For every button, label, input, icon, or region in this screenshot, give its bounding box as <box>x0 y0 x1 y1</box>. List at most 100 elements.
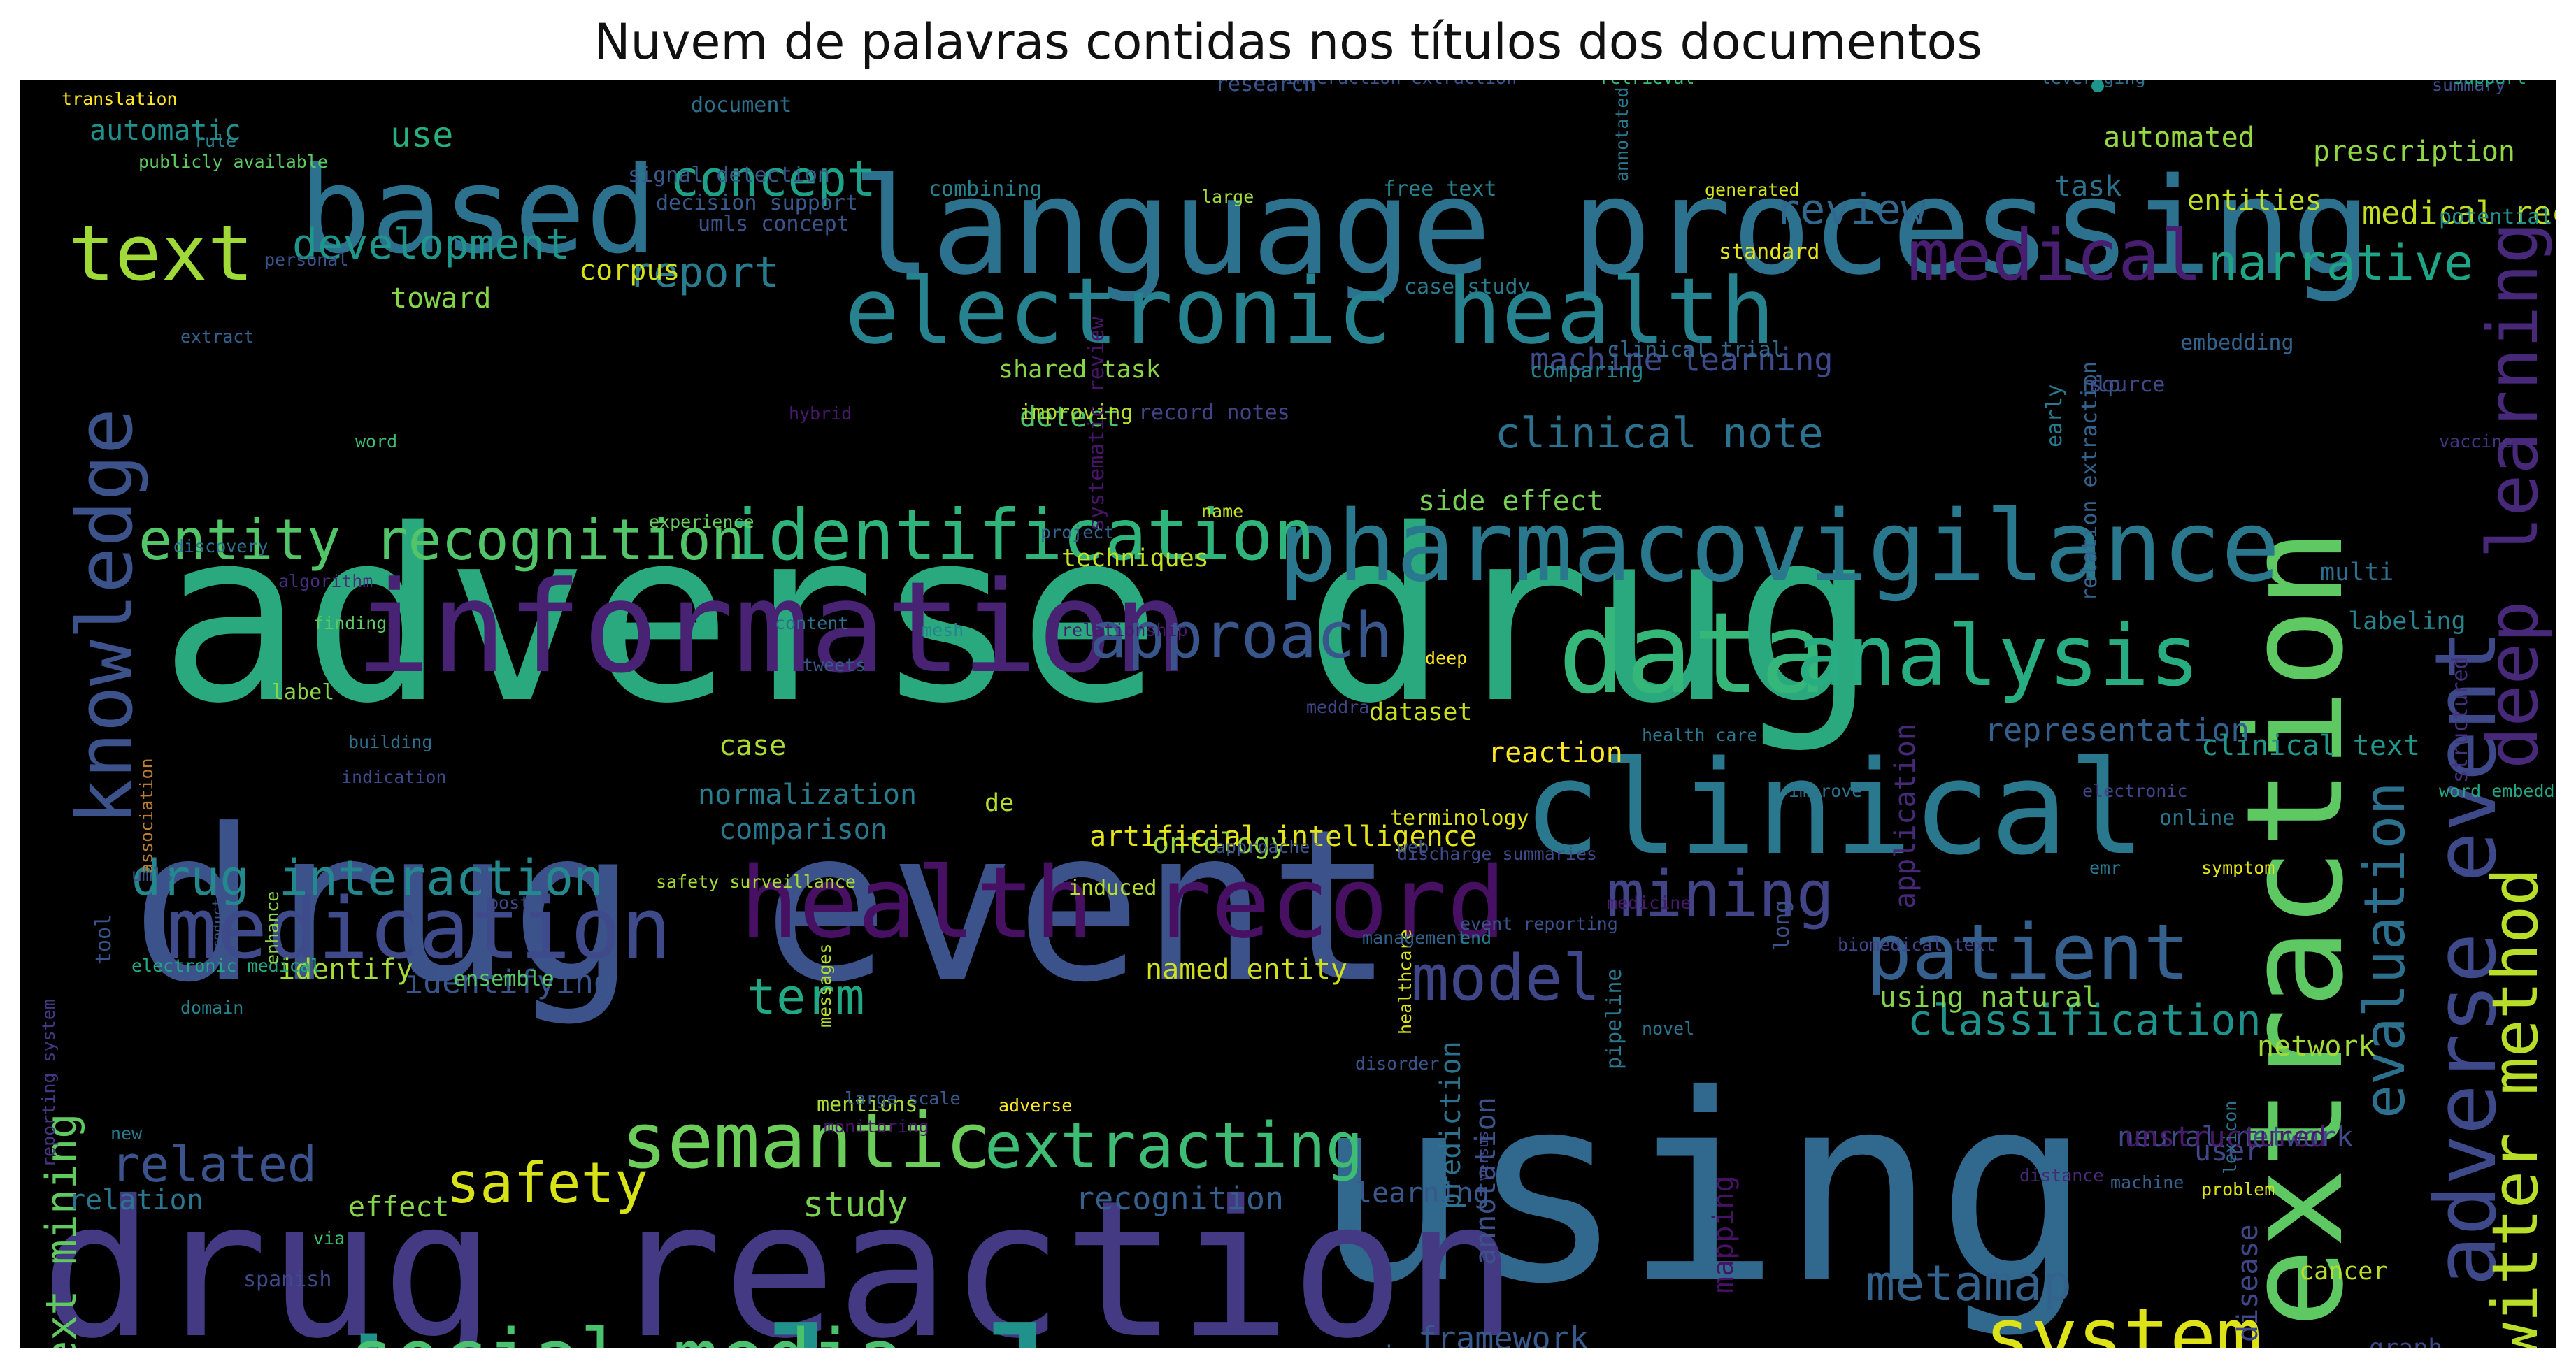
word-narrative: narrative <box>2208 234 2473 291</box>
chart-title: Nuvem de palavras contidas nos títulos d… <box>594 13 1982 71</box>
word-report: report <box>628 248 780 297</box>
cloud-background <box>20 80 2556 1348</box>
word-signal-detection: signal detection <box>628 163 830 187</box>
word-healthcare: healthcare <box>1395 929 1415 1035</box>
word-pipeline: pipeline <box>1602 969 1626 1070</box>
word-messages: messages <box>815 944 835 1028</box>
word-ontology: ontology <box>1152 828 1287 860</box>
word-retrieval: retrieval <box>1600 80 1694 88</box>
word-neural-network: neural network <box>2117 1121 2353 1153</box>
word-meddra: meddra <box>1306 697 1369 717</box>
word-based: based <box>299 142 657 280</box>
word-study: study <box>803 1184 908 1225</box>
word-drug-interaction: drug interaction <box>131 849 603 907</box>
word-techniques: techniques <box>1061 545 1209 573</box>
word-detect: detect <box>1019 401 1121 433</box>
word-monitoring: monitoring <box>824 1116 929 1137</box>
word-clinical-trial: clinical trial <box>1607 338 1784 362</box>
word-deep-learning: deep learning <box>2472 222 2554 769</box>
word-metamap: metamap <box>1866 1255 2072 1312</box>
word-tool: tool <box>92 914 116 965</box>
word-problem: problem <box>2201 1179 2275 1200</box>
word-using-natural: using natural <box>1880 981 2098 1014</box>
word-extracting: extracting <box>985 1109 1364 1183</box>
word-prediction: prediction <box>1435 1041 1467 1209</box>
word-identifying: identifying <box>404 963 613 1000</box>
word-mesh: mesh <box>922 620 964 640</box>
word-use: use <box>390 115 453 155</box>
word-end: end <box>1460 928 1491 948</box>
word-document: document <box>691 93 792 117</box>
word-research: research <box>1215 80 1317 96</box>
word-online: online <box>2159 806 2235 830</box>
word-enhance: enhance <box>262 891 282 965</box>
word-rule: rule <box>194 131 236 151</box>
word-post: post <box>488 893 530 913</box>
word-building: building <box>348 732 432 752</box>
word-case-study: case study <box>1404 275 1531 299</box>
word-entity-recognition: entity recognition <box>138 507 745 573</box>
word-experience: experience <box>649 512 754 532</box>
word-new: new <box>110 1123 143 1144</box>
word-project: project <box>1040 522 1114 542</box>
word-finding: finding <box>313 613 387 633</box>
word-evaluation: evaluation <box>2352 782 2417 1118</box>
word-publicly-available: publicly available <box>138 152 328 172</box>
word-concept: concept <box>670 150 876 208</box>
word-using: using <box>1313 1040 2092 1341</box>
word-standard: standard <box>1719 240 1820 264</box>
word-clinical-note: clinical note <box>1495 409 1824 458</box>
word-disease: disease <box>2232 1224 2264 1342</box>
word-adverse-drug: adverse drug <box>159 479 1877 756</box>
word-approaches: approaches <box>1215 837 1321 857</box>
word-comparison: comparison <box>719 814 887 846</box>
word-language-processing: language processing <box>852 150 2371 304</box>
word-knowledge: knowledge <box>60 408 150 825</box>
word-combining: combining <box>929 177 1043 201</box>
word-task: task <box>2054 171 2121 203</box>
word-recognition: recognition <box>1075 1180 1284 1217</box>
word-machine: machine <box>2110 1172 2184 1193</box>
word-algorithm: algorithm <box>278 571 373 591</box>
word-improve: improve <box>1789 781 1862 801</box>
word-health-record: health record <box>740 847 1506 960</box>
word-labeling: labeling <box>2348 607 2466 635</box>
word-indication: indication <box>341 767 447 787</box>
word-unstructured: unstructured <box>2124 1121 2326 1153</box>
word-semantic: semantic <box>621 1096 992 1186</box>
word-effect: effect <box>348 1191 450 1223</box>
word-prescription: prescription <box>2313 136 2515 168</box>
word-nlp: nlp <box>2082 373 2120 397</box>
word-word: word <box>355 431 397 452</box>
word-twitter-method: twitter method <box>2479 867 2552 1348</box>
word-relation-extraction: relation extraction <box>2077 361 2102 601</box>
word-novel: novel <box>1642 1018 1694 1039</box>
word-management: management <box>1362 928 1468 948</box>
word-generated: generated <box>1705 180 1799 200</box>
word-decision-support: decision support <box>656 191 858 215</box>
word-case: case <box>719 730 786 762</box>
word-deep: deep <box>1425 648 1467 668</box>
word-graph: graph <box>2369 1334 2442 1348</box>
word-domain: domain <box>180 998 243 1018</box>
word-improving: improving <box>1019 401 1133 425</box>
word-web: web <box>1397 837 1429 857</box>
word-free-text: free text <box>1383 177 1497 201</box>
word-clinical-text: clinical text <box>2201 730 2420 762</box>
word-summary: summary <box>2432 80 2505 95</box>
word-extraction: extraction <box>2218 528 2373 1328</box>
word-symptom: symptom <box>2201 858 2275 878</box>
word-adverse-event: adverse event <box>2418 630 2515 1286</box>
word-embedding: embedding <box>2180 331 2294 355</box>
word-application: application <box>1889 723 1922 909</box>
word-medical: medical <box>1908 215 2202 296</box>
word-review: review <box>1775 185 1927 234</box>
word-relation: relation <box>69 1184 203 1216</box>
word-named-entity: named entity <box>1145 953 1347 986</box>
word-word-embedding: word embedding <box>2439 781 2556 801</box>
word-support: support <box>2453 80 2526 88</box>
word-term: term <box>747 968 865 1025</box>
word-induced: induced <box>1068 876 1157 900</box>
word-distance: distance <box>2019 1165 2103 1186</box>
word-via: via <box>313 1228 345 1248</box>
